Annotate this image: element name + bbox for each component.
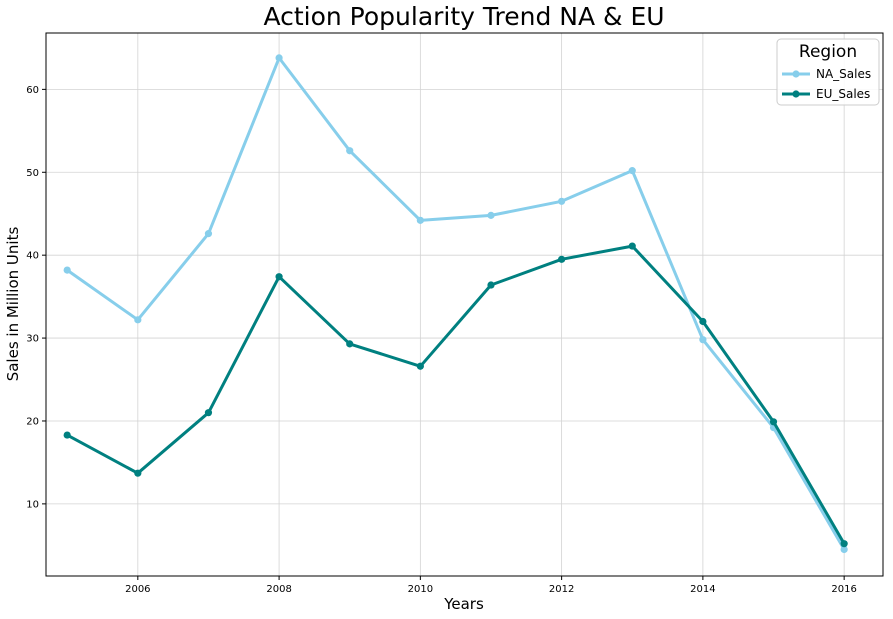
series-line-na-sales [65, 56, 846, 551]
series-layer [63, 54, 848, 554]
x-axis-title: Years [443, 595, 484, 613]
y-tick-label: 50 [26, 168, 39, 179]
legend-entry-eu-sales: EU_Sales [782, 87, 870, 101]
data-point-eu-sales [628, 242, 636, 250]
series-line-eu-sales [65, 244, 846, 546]
legend: Region NA_Sales EU_Sales [776, 38, 880, 106]
chart-title: Action Popularity Trend NA & EU [263, 2, 664, 31]
y-tick-label: 60 [26, 85, 39, 96]
data-point-na-sales [628, 167, 636, 175]
data-point-na-sales [558, 197, 566, 205]
data-point-eu-sales [275, 273, 283, 281]
data-point-na-sales [63, 266, 71, 274]
data-point-eu-sales [840, 540, 848, 548]
data-point-na-sales [134, 316, 142, 324]
data-point-na-sales [346, 147, 354, 155]
y-tick-label: 40 [26, 251, 39, 262]
legend-label: NA_Sales [816, 67, 871, 81]
data-point-eu-sales [346, 340, 354, 348]
x-tick-label: 2008 [266, 584, 291, 595]
legend-box [776, 38, 880, 106]
data-point-eu-sales [487, 281, 495, 289]
x-tick-label: 2006 [125, 584, 150, 595]
legend-entry-na-sales: NA_Sales [782, 67, 871, 81]
legend-swatch-marker [792, 70, 800, 78]
data-point-eu-sales [134, 469, 142, 477]
axis-ticks: 2006 2008 2010 2012 2014 2016 10 20 30 40 50 60 [26, 85, 857, 595]
data-point-eu-sales [63, 431, 71, 439]
data-point-eu-sales [416, 362, 424, 370]
legend-label: EU_Sales [816, 87, 870, 101]
data-point-na-sales [840, 545, 848, 554]
x-tick-label: 2014 [690, 584, 715, 595]
y-tick-label: 30 [26, 334, 39, 345]
series-na-sales [63, 54, 848, 554]
series-eu-sales [63, 242, 848, 548]
x-tick-label: 2010 [408, 584, 433, 595]
data-point-eu-sales [699, 317, 707, 326]
data-point-eu-sales [204, 409, 213, 417]
data-point-na-sales [204, 230, 213, 238]
y-tick-label: 10 [26, 499, 39, 510]
data-point-na-sales [699, 336, 707, 344]
y-tick-label: 20 [26, 416, 39, 427]
plot-area-frame [45, 32, 884, 577]
x-tick-label: 2012 [549, 584, 574, 595]
x-tick-label: 2016 [831, 584, 856, 595]
data-point-eu-sales [558, 255, 566, 263]
grid [46, 33, 883, 576]
legend-title: Region [799, 42, 857, 62]
legend-swatch-marker [792, 90, 800, 98]
legend-entries: NA_Sales EU_Sales [782, 67, 871, 101]
data-point-na-sales [416, 216, 424, 224]
data-point-eu-sales [769, 418, 778, 426]
data-point-na-sales [275, 54, 283, 62]
y-axis-title: Sales in Million Units [4, 227, 22, 382]
data-point-na-sales [487, 211, 495, 219]
